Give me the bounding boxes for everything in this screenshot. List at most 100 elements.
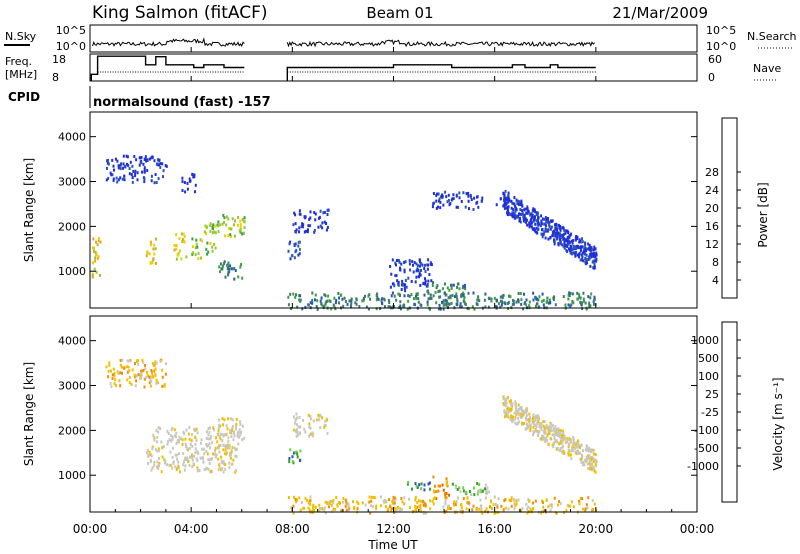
scatter-cell [297, 433, 300, 437]
scatter-cell [217, 220, 220, 224]
scatter-cell [229, 429, 232, 432]
scatter-cell [223, 216, 226, 220]
scatter-cell [199, 456, 202, 460]
scatter-cell [404, 260, 407, 264]
scatter-cell [212, 223, 215, 227]
scatter-cell [556, 237, 558, 241]
scatter-cell [147, 453, 150, 457]
colorbar-tick-label: 28 [705, 166, 719, 179]
scatter-cell [528, 300, 531, 304]
scatter-cell [480, 504, 483, 508]
nsky-trace [92, 37, 595, 48]
scatter-cell [141, 170, 144, 174]
scatter-cell [503, 206, 506, 210]
scatter-cell [522, 217, 525, 221]
scatter-cell [584, 243, 587, 247]
scatter-cell [516, 422, 519, 426]
scatter-cell [224, 448, 227, 452]
scatter-cell [555, 222, 558, 226]
scatter-cell [347, 502, 350, 506]
scatter-cell [427, 258, 430, 262]
scatter-cell [553, 234, 556, 238]
scatter-cell [217, 457, 220, 461]
scatter-cell [594, 462, 597, 466]
scatter-cell [150, 156, 153, 160]
scatter-cell [211, 231, 214, 235]
scatter-cell [237, 442, 240, 446]
scatter-cell [175, 431, 178, 435]
nsky-line [92, 37, 595, 48]
scatter-cell [442, 307, 445, 311]
scatter-cell [209, 426, 212, 430]
scatter-cell [444, 293, 447, 297]
scatter-cell [507, 198, 510, 202]
scatter-cell [403, 502, 406, 506]
scatter-cell [500, 504, 503, 508]
scatter-cell [314, 218, 317, 222]
scatter-cell [137, 373, 140, 377]
scatter-cell [593, 302, 596, 306]
scatter-cell [503, 196, 506, 199]
scatter-cell [206, 444, 209, 448]
scatter-cell [517, 498, 520, 502]
scatter-cell [407, 276, 410, 280]
scatter-cell [403, 496, 406, 500]
scatter-cell [584, 256, 587, 260]
scatter-cell [309, 426, 312, 430]
scatter-cell [549, 227, 552, 231]
scatter-cell [489, 499, 492, 503]
scatter-cell [148, 157, 151, 161]
scatter-cell [292, 511, 295, 515]
scatter-cell [393, 284, 396, 288]
scatter-cell [332, 501, 335, 505]
scatter-cell [540, 511, 543, 515]
scatter-cell [528, 499, 531, 503]
scatter-cell [465, 490, 468, 494]
scatter-cell [490, 299, 493, 303]
scatter-cell [424, 270, 427, 273]
scatter-cell [323, 210, 326, 214]
scatter-cell [512, 208, 515, 212]
scatter-cell [583, 463, 586, 467]
scatter-cell [287, 303, 290, 307]
scatter-cell [522, 219, 525, 223]
scatter-cell [219, 468, 222, 472]
scatter-cell [224, 463, 227, 466]
scatter-cell [424, 263, 426, 267]
scatter-cell [530, 217, 533, 221]
scatter-cell [572, 448, 575, 452]
scatter-cell [176, 253, 179, 257]
scatter-cell [333, 296, 336, 300]
scatter-cell [522, 409, 525, 413]
scatter-cell [528, 225, 531, 229]
scatter-cell [397, 283, 400, 287]
scatter-cell [456, 303, 459, 307]
scatter-cell [399, 300, 402, 304]
scatter-cell [242, 424, 244, 428]
scatter-cell [200, 447, 203, 451]
scatter-cell [544, 236, 547, 240]
scatter-cell [313, 508, 315, 512]
scatter-cell [235, 447, 238, 451]
scatter-cell [490, 297, 493, 301]
scatter-cell [423, 488, 426, 492]
scatter-cell [213, 242, 216, 246]
scatter-cell [563, 243, 566, 247]
scatter-cell [420, 487, 423, 491]
scatter-cell [405, 285, 408, 289]
scatter-cell [178, 237, 181, 241]
scatter-cell [149, 240, 152, 244]
scatter-cell [586, 506, 589, 510]
scatter-cell [156, 465, 159, 469]
scatter-cell [175, 441, 178, 445]
scatter-cell [514, 207, 517, 211]
scatter-cell [537, 420, 540, 424]
scatter-cell [595, 253, 598, 257]
scatter-cell [234, 269, 237, 272]
scatter-cell [472, 291, 475, 295]
scatter-cell [532, 216, 535, 220]
scatter-cell [122, 162, 125, 166]
scatter-cell [426, 283, 429, 286]
scatter-cell [399, 268, 402, 272]
